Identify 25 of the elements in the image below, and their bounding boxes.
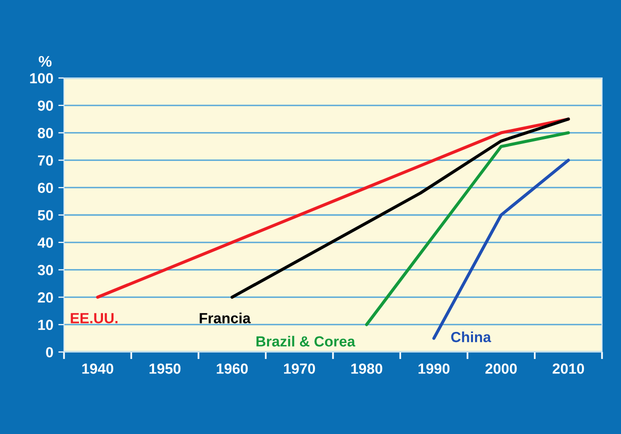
x-tick-label: 1950 bbox=[150, 363, 180, 374]
y-tick-label: 80 bbox=[38, 128, 53, 138]
series-label: EE.UU. bbox=[70, 313, 118, 324]
line-series bbox=[230, 118, 570, 299]
x-tick-label: 1980 bbox=[351, 363, 382, 374]
y-tick-label: 50 bbox=[38, 210, 53, 220]
x-tick-label: 2010 bbox=[552, 363, 584, 374]
y-tick-label: 60 bbox=[38, 182, 53, 194]
y-tick-label: 20 bbox=[38, 292, 53, 303]
x-tick-label: 2000 bbox=[485, 363, 517, 374]
y-tick-label: 100 bbox=[30, 73, 53, 84]
y-axis-title: % bbox=[38, 56, 52, 67]
x-tick-label: 1940 bbox=[82, 363, 114, 374]
y-tick-label: 70 bbox=[38, 155, 53, 166]
y-tick-label: 90 bbox=[38, 100, 53, 111]
series-label: China bbox=[451, 332, 492, 342]
y-tick-label: 10 bbox=[38, 320, 53, 330]
y-tick-label: 30 bbox=[38, 264, 53, 276]
x-tick-label: 1970 bbox=[284, 363, 315, 374]
series-label: Francia bbox=[200, 312, 251, 324]
x-tick-label: 1960 bbox=[216, 363, 248, 374]
series-label: Brazil & Corea bbox=[256, 336, 356, 347]
y-tick-label: 0 bbox=[46, 347, 53, 358]
y-tick-label: 40 bbox=[38, 238, 53, 248]
x-tick-label: 1990 bbox=[418, 363, 450, 374]
